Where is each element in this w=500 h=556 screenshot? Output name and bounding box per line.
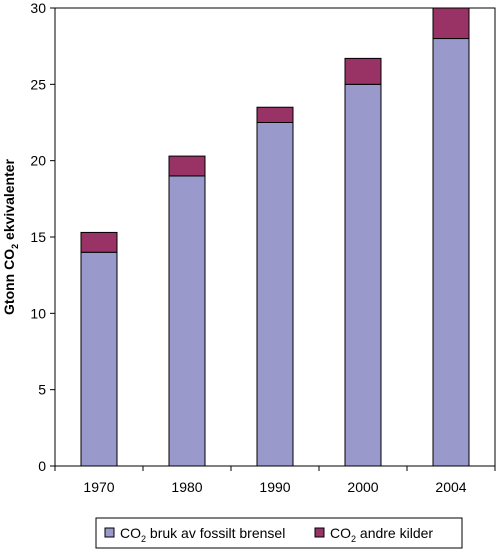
- y-tick-label: 30: [30, 0, 46, 16]
- x-tick-label: 1980: [171, 479, 202, 495]
- x-axis: 1970 1980 1990 2000 2004: [54, 466, 496, 495]
- x-tick-label: 2004: [435, 479, 466, 495]
- y-tick-label: 10: [30, 305, 46, 321]
- bars: [80, 7, 470, 467]
- y-tick-label: 0: [38, 458, 46, 474]
- y-axis-title: Gtonn CO2 ekvivalenter: [1, 158, 20, 315]
- y-tick-label: 5: [38, 382, 46, 398]
- bar-other-1980: [168, 155, 206, 177]
- y-axis: 0 5 10 15 20 25 30: [30, 0, 55, 474]
- legend-swatch-fossil: [104, 527, 115, 538]
- bar-fossil-2004: [432, 38, 470, 467]
- legend-swatch-other: [314, 527, 325, 538]
- bar-fossil-2000: [344, 83, 382, 467]
- bar-other-2000: [344, 57, 382, 85]
- bar-other-2004: [432, 7, 470, 40]
- bar-fossil-1980: [168, 175, 206, 467]
- x-tick-label: 2000: [347, 479, 378, 495]
- x-tick-label: 1970: [83, 479, 114, 495]
- x-tick-label: 1990: [259, 479, 290, 495]
- legend: CO2 bruk av fossilt brensel CO2 andre ki…: [95, 517, 463, 549]
- y-tick-label: 20: [30, 153, 46, 169]
- bar-other-1970: [80, 231, 118, 253]
- bar-fossil-1970: [80, 251, 118, 467]
- legend-label-other: CO2 andre kilder: [330, 525, 433, 544]
- legend-label-fossil: CO2 bruk av fossilt brensel: [120, 525, 285, 544]
- legend-box: [95, 517, 463, 549]
- y-tick-label: 15: [30, 229, 46, 245]
- bar-fossil-1990: [256, 122, 294, 467]
- y-tick-label: 25: [30, 76, 46, 92]
- bar-other-1990: [256, 106, 294, 123]
